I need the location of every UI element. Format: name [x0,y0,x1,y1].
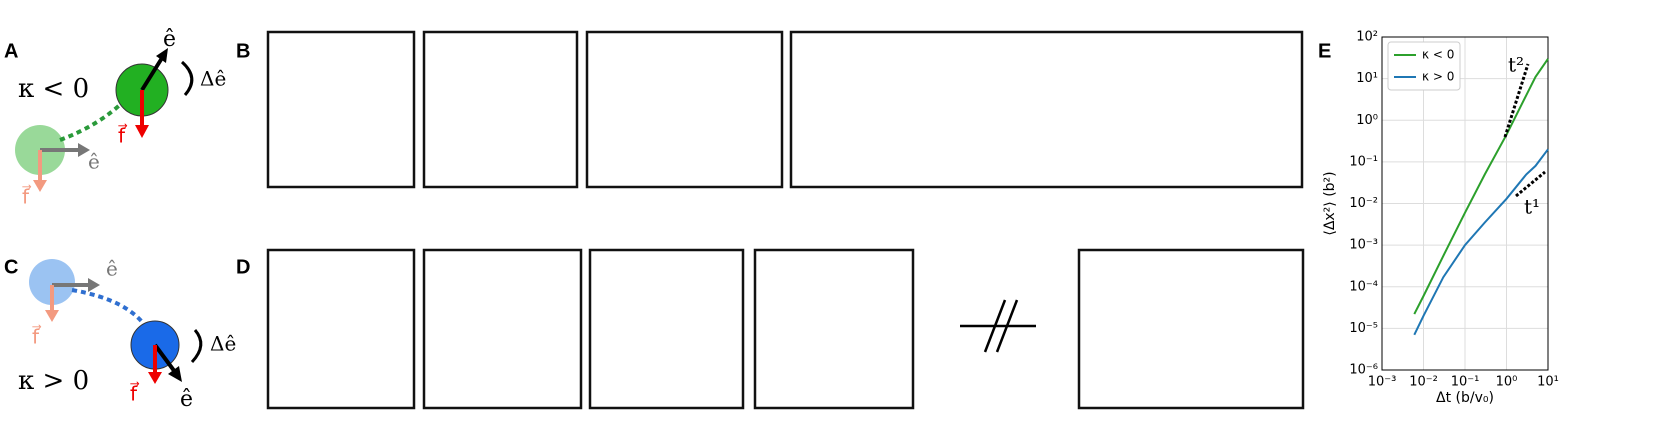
snapshot: T= 50 [422,30,579,189]
f-label: f⃗ [32,324,42,349]
frame [789,30,1304,189]
path [59,98,127,142]
rotation-arrow [180,60,194,96]
de-label: Δê [210,332,236,356]
frame [588,248,745,410]
y-axis-label: ⟨Δx²⟩ (b²) [1322,171,1338,235]
arrow-head [88,278,100,292]
arrow [153,343,177,374]
annotation: t² [1508,53,1524,77]
snapshot: T= 0 [266,248,416,410]
x-tick-label: 10⁻² [1409,375,1438,390]
y-tick-label: 10⁻⁶ [1349,363,1378,378]
slope-guide [1515,170,1546,198]
snapshot: T= 500 [789,30,1316,189]
f-label: f⃗ [22,184,32,209]
x-tick-label: 10⁻¹ [1451,375,1480,390]
snapshot: T= 50 [422,248,583,410]
frame [266,30,416,189]
y-tick-label: 10⁻⁴ [1349,279,1378,294]
x-tick-label: 10⁻³ [1368,375,1397,390]
x-tick-label: 10¹ [1537,375,1559,390]
arrow [140,56,164,92]
y-tick-label: 10⁻¹ [1349,154,1378,169]
snapshot: T= 500 [753,248,915,410]
arrow-head [78,143,90,157]
snapshot: T= 0 [266,30,416,189]
x-axis-label: Δt (b/v₀) [1436,390,1494,406]
annotation: t¹ [1524,195,1540,219]
frame [422,248,583,410]
x-tick-label: 10⁰ [1496,375,1518,390]
e-label: ê [180,387,193,412]
particle [1303,84,1308,89]
panel-label: C [4,256,18,278]
y-tick-label: 10⁻³ [1349,238,1378,253]
f-label: f⃗ [118,123,128,148]
axis-break [960,299,1036,353]
arrow-head [135,125,149,138]
y-tick-label: 10² [1356,30,1378,45]
frame [585,30,784,189]
kappa-label: κ > 0 [18,366,89,396]
e-label: ê [163,27,176,52]
kappa-label: κ < 0 [18,74,89,104]
y-tick-label: 10⁻² [1349,196,1378,211]
e-label: ê [88,150,100,174]
arrow-head [168,366,182,382]
snapshots: T= 0T= 50T= 100T= 500T= 0T= 50T= 100T= 5… [266,30,1316,410]
particle-old [29,259,75,305]
y-tick-label: 10⁻⁵ [1349,321,1378,336]
legend-label: κ > 0 [1422,70,1454,84]
rotation-arrow [190,329,203,364]
snapshot: T= 5000 [1077,248,1305,410]
panel-label: D [236,256,250,278]
de-label: Δê [200,67,226,91]
particle [1311,123,1316,128]
series-line [1413,148,1549,336]
panel-label: E [1318,40,1331,62]
y-tick-label: 10¹ [1356,71,1378,86]
plot-frame [1381,36,1549,371]
y-tick-label: 10⁰ [1356,113,1378,128]
e-label: ê [106,257,118,281]
panel-a-diagram: A κ < 0 ê f⃗ ê f⃗ Δê [4,27,226,209]
path [71,288,150,332]
arrow-head [45,310,59,322]
frame [1077,248,1305,410]
slope-guide [1503,63,1530,138]
arrow-head [156,48,168,63]
panel-label: A [4,40,18,62]
arrow-head [148,372,162,384]
particle [1305,107,1310,112]
msd-chart: 10⁻³ 10⁻² 10⁻¹ 10⁰ 10¹ 10⁻⁶ 10⁻⁵ 10⁻⁴ 10⁻³ 10⁻² 10… [1322,30,1559,407]
frame [422,30,579,189]
legend-label: κ < 0 [1422,48,1454,62]
panel-c-diagram: C ê f⃗ ê f⃗ Δê κ > 0 [4,256,236,412]
frame [266,248,416,410]
snapshot: T= 100 [585,30,784,189]
f-label: f⃗ [130,381,140,406]
arrow-head [33,180,47,192]
frame [753,248,915,410]
panel-label: B [236,40,250,62]
series-line [1413,58,1549,315]
snapshot: T= 100 [588,248,745,410]
